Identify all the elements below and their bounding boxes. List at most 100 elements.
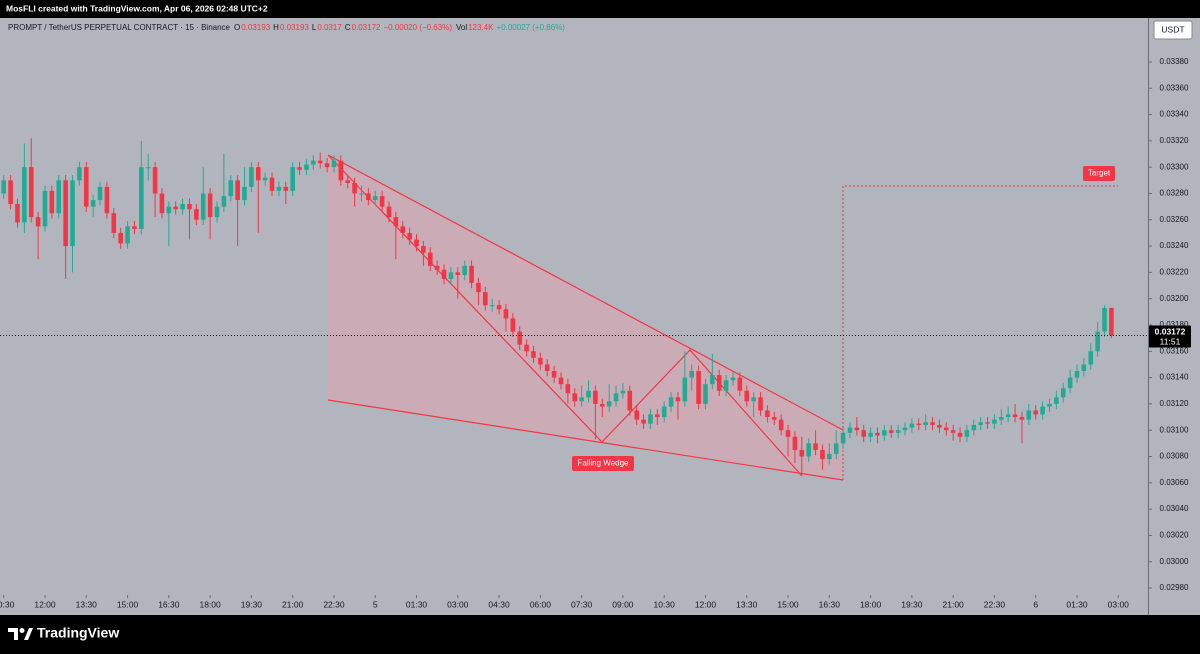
- candle-body: [83, 167, 89, 207]
- candle-body: [1033, 410, 1039, 415]
- x-tick-label: 22:30: [323, 599, 345, 609]
- candle-body: [427, 252, 433, 266]
- x-tick-label: 13:30: [76, 599, 98, 609]
- candle-body: [558, 377, 564, 385]
- candle-body: [820, 449, 825, 460]
- x-tick-label: 01:30: [1066, 599, 1088, 609]
- x-tick-label: 04:30: [488, 599, 510, 609]
- candle-body: [847, 427, 853, 433]
- candle-body: [957, 432, 963, 437]
- legend-item: +0.00027 (+0.86%): [496, 23, 565, 32]
- y-tick-label: 0.03040: [1160, 504, 1189, 513]
- currency-label[interactable]: USDT: [1161, 24, 1184, 34]
- candle-body: [648, 414, 653, 424]
- candle-body: [366, 193, 371, 201]
- y-tick-label: 0.03000: [1160, 557, 1189, 566]
- target-line: [842, 185, 1118, 480]
- candle-body: [407, 232, 412, 240]
- candle-body: [194, 209, 199, 220]
- candle-body: [173, 206, 179, 210]
- x-tick-label: 5: [373, 599, 378, 609]
- candle-body: [1067, 377, 1073, 389]
- candle-body: [1040, 406, 1045, 415]
- candle-body: [441, 269, 447, 279]
- candle-body: [1088, 351, 1094, 365]
- candle-body: [145, 167, 151, 169]
- candle-body: [985, 422, 990, 424]
- currency-button[interactable]: [1153, 20, 1193, 40]
- candle-body: [827, 453, 832, 460]
- candle-body: [434, 265, 440, 270]
- y-tick-label: 0.03060: [1160, 478, 1189, 487]
- candle-body: [799, 449, 805, 457]
- x-tick-label: 12:00: [695, 599, 717, 609]
- candle-body: [950, 430, 956, 433]
- candle-body: [971, 424, 977, 431]
- candle-body: [35, 217, 41, 227]
- x-tick-label: 07:30: [571, 599, 593, 609]
- candle-body: [833, 443, 839, 454]
- legend-item: O: [234, 23, 240, 32]
- credit: MosFLI created with TradingView.com, Apr…: [6, 3, 268, 13]
- candle-body: [703, 384, 708, 404]
- candle-body: [469, 265, 474, 283]
- price-tag-value: 0.03172: [1155, 326, 1186, 336]
- candle-body: [868, 432, 873, 437]
- candle-body: [297, 167, 302, 170]
- x-tick-label: 10:30: [0, 599, 15, 609]
- candle-body: [572, 393, 578, 402]
- candle-body: [249, 167, 254, 187]
- x-tick-label: 12:00: [34, 599, 56, 609]
- candle-body: [90, 200, 96, 207]
- candle-body: [579, 397, 584, 402]
- y-tick-label: 0.02980: [1160, 583, 1189, 592]
- candle-body: [1081, 364, 1087, 372]
- x-tick-label: 03:00: [447, 599, 469, 609]
- candle-body: [214, 206, 220, 218]
- candle-body: [882, 430, 887, 436]
- y-tick-label: 0.03220: [1160, 267, 1189, 276]
- candle-body: [207, 193, 213, 218]
- candle-body: [180, 203, 185, 210]
- wedge-upper-line: [327, 154, 844, 431]
- candle-body: [627, 390, 633, 411]
- y-tick-label: 0.03340: [1160, 110, 1189, 119]
- candle-body: [682, 377, 688, 402]
- candle-body: [551, 371, 557, 378]
- candle-body: [242, 186, 247, 201]
- candle-body: [255, 167, 261, 181]
- y-tick-label: 0.03280: [1160, 189, 1189, 198]
- brand-logo: [8, 628, 33, 640]
- candle-body: [1047, 403, 1052, 407]
- candle-body: [159, 193, 165, 214]
- candle-body: [1095, 331, 1100, 352]
- candle-body: [372, 196, 378, 201]
- chart-background: [0, 18, 1200, 615]
- candle-body: [359, 193, 364, 195]
- candle-body: [476, 282, 481, 293]
- y-tick-label: 0.03120: [1160, 399, 1189, 408]
- candle-body: [324, 163, 330, 168]
- legend-item: 0.03193: [280, 23, 309, 32]
- candle-body: [1102, 307, 1107, 332]
- candle-body: [393, 217, 399, 227]
- candle-body: [517, 331, 523, 345]
- x-tick-label: 16:30: [158, 599, 180, 609]
- x-tick-label: 21:00: [282, 599, 304, 609]
- candle-body: [606, 401, 612, 407]
- candle-body: [771, 417, 777, 420]
- candle-body: [875, 432, 880, 436]
- candle-body: [49, 190, 55, 214]
- x-tick-label: 22:30: [984, 599, 1006, 609]
- candle-body: [744, 390, 750, 402]
- candle-body: [813, 443, 818, 450]
- x-tick-label: 15:00: [777, 599, 799, 609]
- candle-body: [352, 182, 357, 194]
- y-tick-label: 0.03300: [1160, 162, 1189, 171]
- candle-body: [455, 272, 461, 276]
- candle-body: [269, 177, 275, 191]
- candle-body: [166, 206, 172, 214]
- candle-body: [902, 427, 908, 431]
- pattern-label: Falling Wedge: [578, 459, 630, 468]
- x-tick-label: 01:30: [406, 599, 428, 609]
